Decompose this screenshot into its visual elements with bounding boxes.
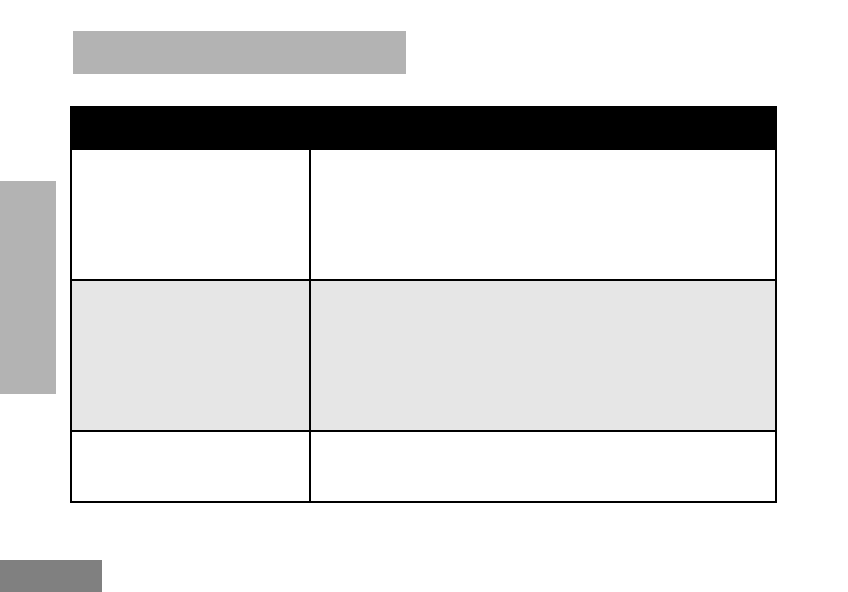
page-number-tab xyxy=(0,560,102,592)
table-row xyxy=(70,150,777,281)
content-table xyxy=(70,106,777,503)
table-cell xyxy=(311,281,775,430)
chapter-side-tab xyxy=(0,181,56,394)
table-row xyxy=(70,281,777,432)
table-header xyxy=(70,106,777,150)
table-cell xyxy=(72,150,311,279)
section-title-bar xyxy=(73,31,406,74)
table-row xyxy=(70,432,777,503)
table-cell xyxy=(311,432,775,501)
table-cell xyxy=(311,150,775,279)
table-cell xyxy=(72,281,311,430)
table-cell xyxy=(72,432,311,501)
